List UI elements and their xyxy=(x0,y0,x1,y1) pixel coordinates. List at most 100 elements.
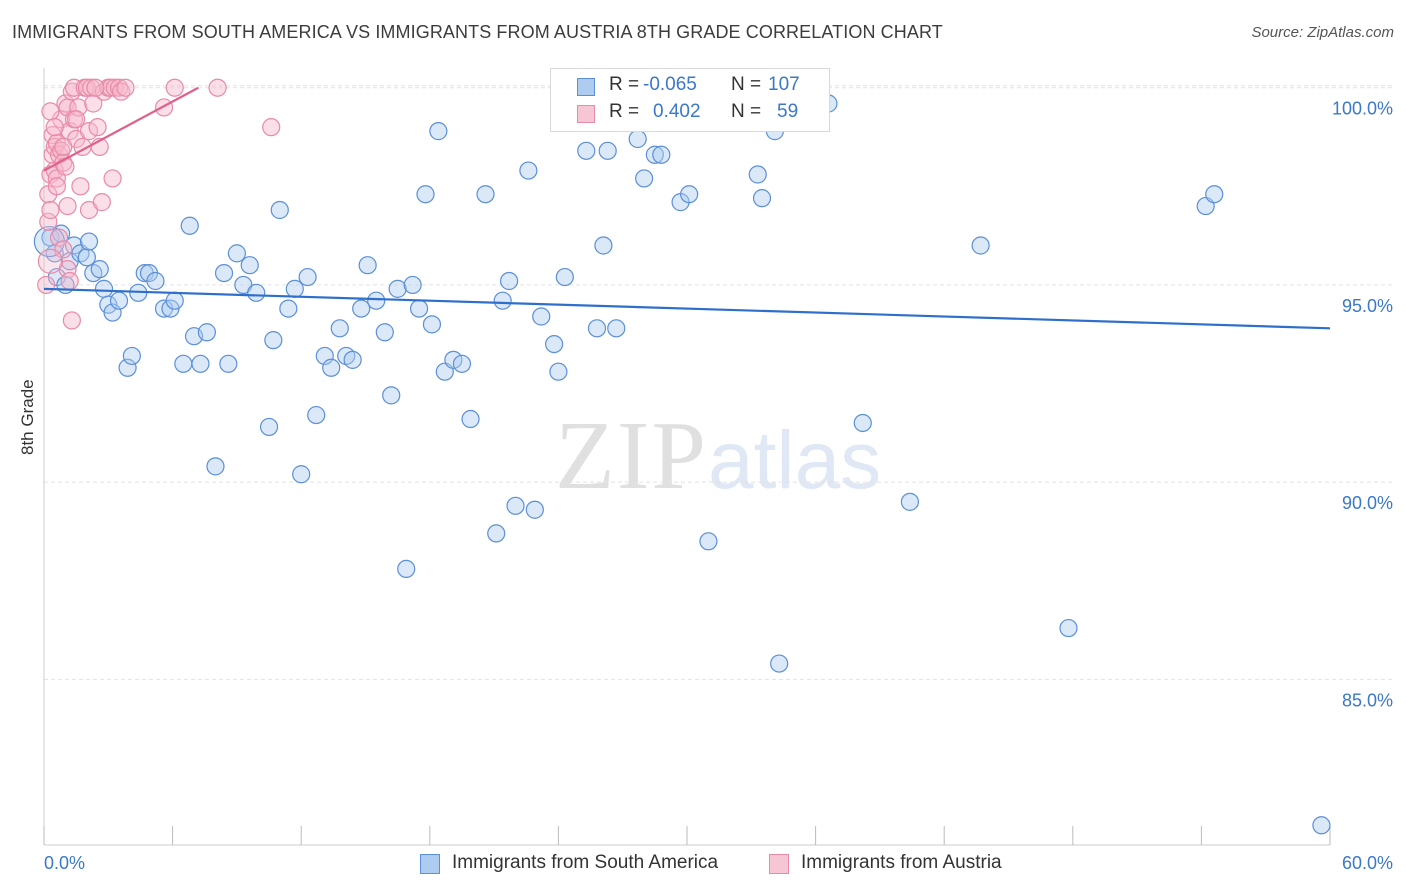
data-point xyxy=(452,354,472,373)
data-point xyxy=(853,413,872,433)
data-point xyxy=(47,177,66,196)
series-south-america-points xyxy=(33,78,1331,835)
data-point xyxy=(532,307,551,326)
trend-line-south-america xyxy=(43,287,1331,330)
data-point xyxy=(206,457,225,476)
data-point xyxy=(635,169,654,188)
data-point xyxy=(444,350,463,369)
data-point xyxy=(146,271,165,291)
bottom-legend-label-south-america: Immigrants from South America xyxy=(452,852,719,873)
data-point xyxy=(56,157,75,176)
y-tick-label: 85.0% xyxy=(1342,690,1393,710)
data-point xyxy=(322,358,341,377)
data-point xyxy=(262,118,281,137)
data-point xyxy=(500,271,519,291)
y-tick-label: 95.0% xyxy=(1342,296,1393,316)
data-point xyxy=(77,248,96,267)
axes xyxy=(43,68,1331,846)
data-point xyxy=(118,358,137,377)
data-point xyxy=(487,524,506,543)
data-point xyxy=(292,465,311,484)
data-point xyxy=(506,496,525,515)
data-point xyxy=(94,279,114,298)
data-point xyxy=(247,283,266,302)
data-point xyxy=(587,319,607,338)
data-point xyxy=(519,161,538,180)
data-point xyxy=(37,275,56,295)
data-point xyxy=(39,212,58,231)
data-point xyxy=(752,189,772,208)
data-point xyxy=(645,145,664,164)
data-point xyxy=(270,200,289,220)
watermark-zip: ZIP xyxy=(555,402,708,510)
data-point xyxy=(422,315,442,334)
data-point xyxy=(416,185,435,204)
data-point xyxy=(71,177,90,196)
data-point xyxy=(79,232,99,251)
bottom-legend-swatch-south-america xyxy=(420,854,440,874)
data-point xyxy=(122,346,141,366)
data-point xyxy=(375,323,394,342)
data-point xyxy=(382,386,401,405)
data-point xyxy=(84,94,103,113)
data-point xyxy=(403,275,422,295)
trend-lines xyxy=(43,86,1331,330)
legend-n-value: 59 xyxy=(777,101,799,122)
data-point xyxy=(67,110,86,129)
data-point xyxy=(607,319,626,338)
legend-r-value: 0.402 xyxy=(653,101,701,122)
legend-row-austria: R = 0.402 N = 59 xyxy=(551,101,829,127)
data-point xyxy=(358,256,377,275)
data-point xyxy=(88,118,107,137)
data-point xyxy=(103,169,122,188)
data-point xyxy=(62,311,81,330)
legend-n-value: 107 xyxy=(768,74,800,95)
data-point xyxy=(652,145,671,164)
data-point xyxy=(174,354,193,373)
data-point xyxy=(214,263,234,283)
correlation-legend: R = -0.065 N = 107 R = 0.402 N = 59 xyxy=(550,68,830,132)
legend-r-label: R = xyxy=(609,101,640,122)
data-point xyxy=(54,137,73,156)
data-point xyxy=(545,334,564,354)
data-point xyxy=(41,200,60,220)
data-point xyxy=(577,141,596,160)
chart-title: IMMIGRANTS FROM SOUTH AMERICA VS IMMIGRA… xyxy=(12,22,943,42)
data-point xyxy=(191,354,210,373)
data-point xyxy=(259,417,279,437)
legend-swatch-south-america xyxy=(577,78,595,96)
legend-r-label: R = xyxy=(609,74,640,95)
watermark-atlas: atlas xyxy=(708,415,882,506)
data-point xyxy=(680,185,699,204)
data-point xyxy=(86,78,105,97)
data-point xyxy=(116,78,135,97)
data-point xyxy=(971,236,990,255)
data-point xyxy=(352,299,371,318)
data-point xyxy=(343,350,362,369)
data-point xyxy=(219,354,238,373)
y-tick-label: 100.0% xyxy=(1332,99,1393,119)
y-tick-label: 90.0% xyxy=(1342,493,1393,513)
data-point xyxy=(92,193,111,212)
data-point xyxy=(409,299,429,318)
data-point xyxy=(330,319,349,338)
watermark: ZIPatlas xyxy=(555,400,881,512)
data-point xyxy=(461,409,480,429)
bottom-legend-swatch-austria xyxy=(769,854,789,874)
data-point xyxy=(227,244,246,263)
data-point xyxy=(208,78,227,97)
data-point xyxy=(60,271,79,291)
data-point xyxy=(525,500,544,519)
data-point xyxy=(41,102,60,121)
data-point xyxy=(628,129,647,149)
data-point xyxy=(103,303,122,322)
data-point xyxy=(555,267,574,287)
data-point xyxy=(315,346,334,366)
data-point xyxy=(549,362,568,381)
series-austria-points xyxy=(37,78,281,330)
data-point xyxy=(594,236,613,255)
data-point xyxy=(264,331,283,350)
data-point xyxy=(493,291,512,310)
data-point xyxy=(298,267,317,287)
